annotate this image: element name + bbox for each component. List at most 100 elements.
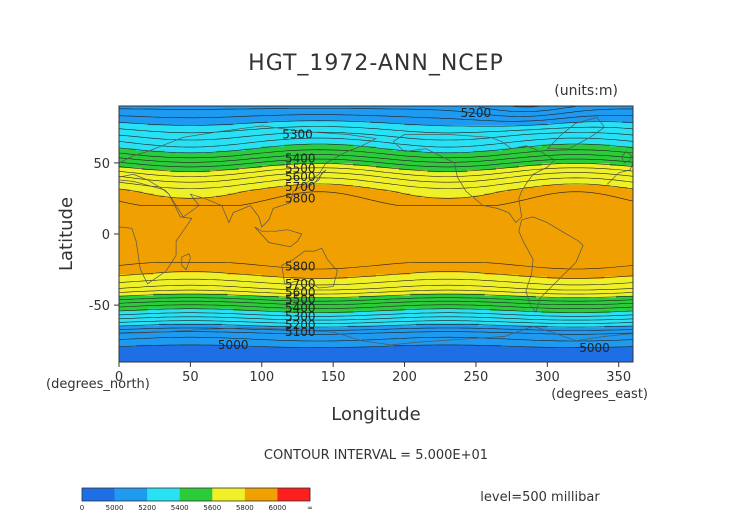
contour-cell [181, 278, 189, 282]
contour-cell [301, 253, 309, 256]
contour-cell [193, 212, 200, 216]
contour-cell [324, 321, 331, 325]
contour-cell [296, 110, 303, 113]
contour-cell [330, 110, 337, 113]
contour-cell [261, 118, 269, 122]
contour-cell [170, 112, 177, 116]
contour-cell [233, 199, 240, 203]
contour-cell [176, 289, 183, 293]
contour-cell [193, 263, 200, 267]
contour-cell [336, 163, 343, 167]
contour-cell [301, 167, 309, 171]
contour-cell [216, 163, 223, 167]
contour-cell [176, 210, 183, 214]
contour-cell [170, 293, 177, 297]
contour-cell [267, 123, 274, 126]
contour-cell [330, 172, 337, 175]
contour-cell [353, 108, 360, 111]
contour-cell [313, 157, 320, 160]
contour-cell [313, 174, 320, 177]
contour-cell [341, 274, 349, 278]
contour-cell [119, 206, 126, 209]
contour-cell [176, 268, 183, 271]
contour-cell [170, 289, 177, 293]
contour-cell [130, 349, 137, 352]
contour-cell [136, 336, 143, 340]
contour-cell [170, 359, 177, 362]
contour-cell [130, 334, 137, 337]
contour-cell [170, 161, 177, 165]
contour-cell [198, 206, 206, 209]
contour-cell [227, 176, 234, 180]
contour-cell [221, 253, 229, 256]
contour-cell [124, 238, 132, 241]
contour-cell [307, 359, 314, 362]
contour-cell [318, 278, 326, 282]
contour-cell [233, 238, 240, 241]
contour-cell [330, 142, 337, 145]
contour-cell [153, 253, 160, 256]
contour-cell [141, 114, 149, 118]
contour-cell [164, 214, 171, 218]
contour-cell [261, 110, 269, 113]
contour-cell [336, 246, 343, 250]
contour-cell [136, 133, 143, 137]
contour-cell [130, 163, 137, 167]
contour-cell [244, 187, 251, 190]
contour-cell [176, 304, 183, 308]
contour-cell [256, 214, 263, 218]
contour-cell [181, 142, 189, 145]
contour-cell [130, 306, 137, 310]
contour-cell [324, 165, 331, 169]
contour-cell [141, 347, 149, 350]
contour-cell [261, 172, 269, 175]
contour-cell [170, 174, 177, 177]
contour-cell [261, 317, 269, 320]
contour-cell [347, 189, 354, 192]
contour-cell [250, 234, 257, 237]
contour-cell [324, 118, 331, 122]
contour-cell [330, 144, 337, 148]
contour-cell [313, 283, 320, 286]
contour-cell [256, 321, 263, 325]
contour-cell [238, 248, 246, 252]
contour-cell [313, 214, 320, 218]
contour-cell [233, 298, 240, 301]
contour-cell [181, 231, 189, 235]
contour-cell [347, 197, 354, 201]
contour-cell [153, 351, 160, 355]
contour-cell [256, 285, 263, 288]
contour-cell [267, 285, 274, 288]
contour-cell [158, 221, 166, 224]
contour-cell [204, 251, 211, 254]
contour-cell [164, 289, 171, 293]
contour-cell [193, 310, 200, 314]
contour-cell [267, 129, 274, 133]
contour-cell [136, 323, 143, 327]
contour-cell [318, 274, 326, 278]
contour-cell [250, 140, 257, 143]
contour-cell [318, 163, 326, 167]
contour-cell [307, 334, 314, 337]
contour-cell [330, 317, 337, 320]
contour-cell [210, 334, 217, 337]
contour-cell [233, 338, 240, 342]
contour-cell [193, 135, 200, 139]
contour-cell [273, 204, 280, 207]
contour-cell [278, 110, 286, 113]
contour-cell [153, 148, 160, 152]
contour-cell [301, 357, 309, 361]
contour-cell [164, 338, 171, 342]
contour-cell [130, 229, 137, 233]
contour-cell [347, 268, 354, 271]
contour-cell [284, 206, 291, 209]
contour-cell [324, 266, 331, 269]
contour-cell [330, 293, 337, 297]
contour-cell [158, 338, 166, 342]
contour-cell [158, 263, 166, 267]
contour-cell [244, 306, 251, 310]
contour-cell [170, 246, 177, 250]
contour-cell [124, 170, 132, 173]
contour-cell [330, 129, 337, 133]
contour-cell [210, 180, 217, 184]
